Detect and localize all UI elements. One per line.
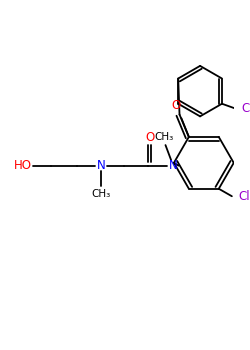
Text: N: N bbox=[168, 159, 177, 172]
Text: CH₃: CH₃ bbox=[154, 132, 173, 142]
Text: CH₃: CH₃ bbox=[91, 189, 110, 199]
Text: Cl: Cl bbox=[238, 190, 250, 203]
Text: O: O bbox=[171, 99, 180, 112]
Text: Cl: Cl bbox=[241, 102, 250, 115]
Text: N: N bbox=[96, 159, 105, 172]
Text: O: O bbox=[145, 131, 154, 144]
Text: HO: HO bbox=[14, 159, 32, 172]
